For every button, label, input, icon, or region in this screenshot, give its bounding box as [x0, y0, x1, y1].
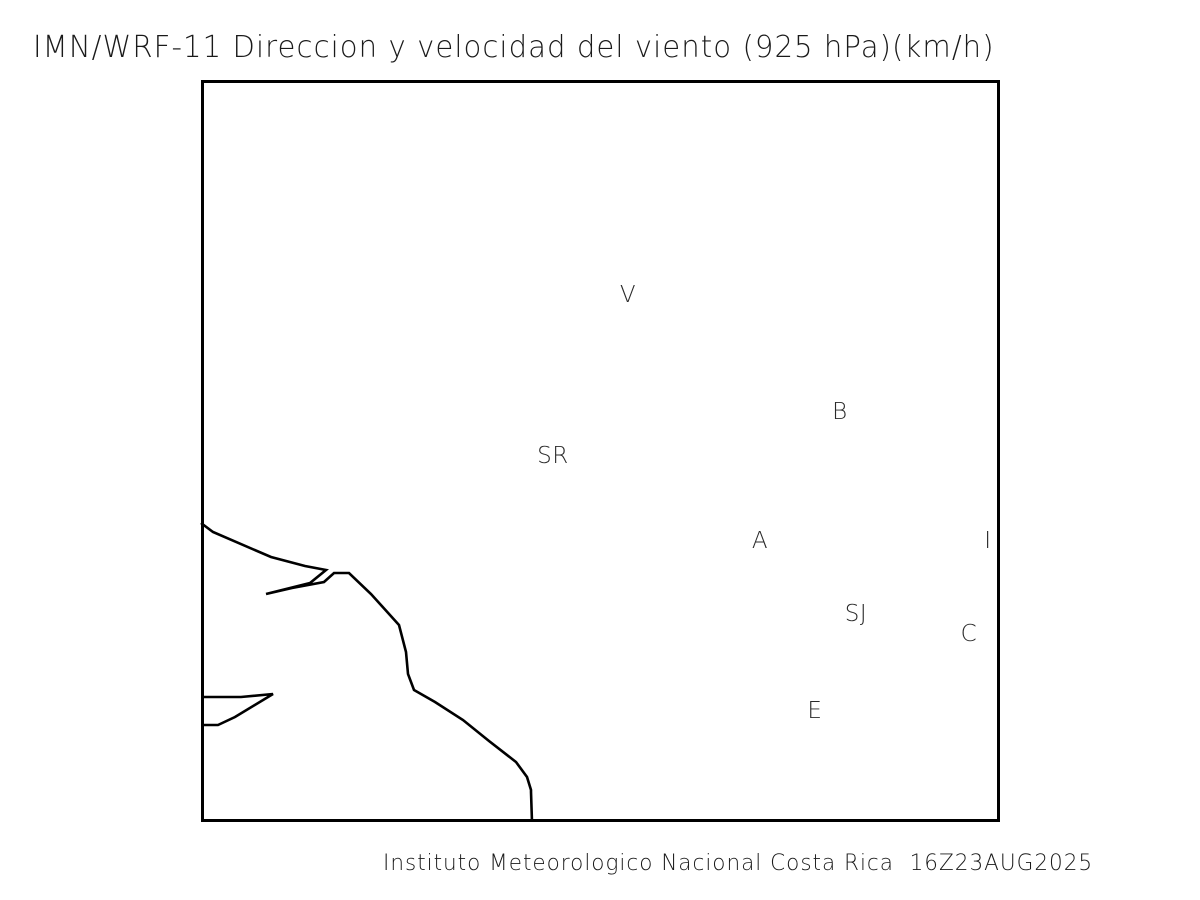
pacific-coastline-path [200, 521, 534, 823]
station-label-sj: SJ [844, 601, 868, 627]
station-label-sr: SR [537, 443, 569, 469]
station-label-c: C [960, 621, 978, 647]
coastal-inlet-path [201, 692, 274, 727]
station-label-e: E [807, 698, 823, 724]
map-plot-area: V B SR A I SJ C E [200, 80, 1000, 823]
page-title: IMN/WRF-11 Direccion y velocidad del vie… [33, 30, 995, 65]
station-label-b: B [832, 399, 848, 425]
attribution-footer: Instituto Meteorologico Nacional Costa R… [383, 851, 1094, 876]
station-label-a: A [751, 528, 769, 554]
station-label-layer: V B SR A I SJ C E [201, 80, 1000, 822]
coastline-layer [200, 521, 534, 823]
map-frame-border [201, 80, 1000, 822]
station-label-v: V [619, 282, 637, 308]
station-label-i: I [984, 528, 992, 554]
